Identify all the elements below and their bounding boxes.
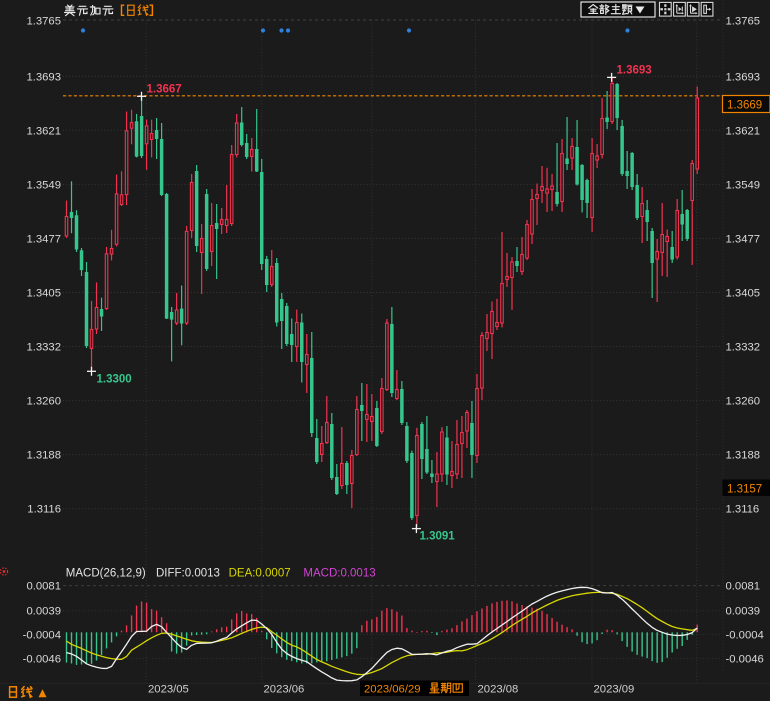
svg-text:1.3332: 1.3332 [726, 342, 761, 354]
svg-text:1.3116: 1.3116 [27, 504, 61, 516]
svg-text:2023/05: 2023/05 [148, 684, 189, 696]
svg-text:DEA:0.0007: DEA:0.0007 [229, 568, 291, 580]
svg-text:0.0081: 0.0081 [26, 581, 61, 593]
svg-text:2023/06/29: 2023/06/29 [364, 684, 421, 696]
svg-text:2023/08: 2023/08 [478, 684, 519, 696]
svg-text:1.3405: 1.3405 [26, 288, 61, 300]
svg-text:-0.0004: -0.0004 [23, 629, 61, 641]
svg-text:0.0081: 0.0081 [726, 581, 761, 593]
svg-text:2023/09: 2023/09 [594, 684, 635, 696]
svg-text:1.3667: 1.3667 [147, 84, 182, 96]
svg-text:1.3669: 1.3669 [727, 100, 762, 112]
svg-text:1.3693: 1.3693 [617, 65, 652, 77]
svg-text:1.3549: 1.3549 [726, 179, 761, 191]
svg-text:1.3300: 1.3300 [97, 374, 132, 386]
svg-text:DIFF:0.0013: DIFF:0.0013 [156, 568, 220, 580]
svg-text:1.3549: 1.3549 [26, 179, 61, 191]
svg-text:1.3765: 1.3765 [726, 16, 761, 28]
svg-text:MACD:0.0013: MACD:0.0013 [303, 568, 375, 580]
svg-text:1.3765: 1.3765 [26, 16, 61, 28]
svg-text:1.3477: 1.3477 [726, 233, 761, 245]
svg-text:1.3157: 1.3157 [727, 484, 762, 496]
svg-text:1.3405: 1.3405 [726, 288, 761, 300]
svg-text:MACD(26,12,9): MACD(26,12,9) [66, 568, 146, 580]
svg-text:1.3693: 1.3693 [726, 71, 761, 83]
svg-text:1.3188: 1.3188 [726, 450, 761, 462]
svg-text:2023/06: 2023/06 [264, 684, 305, 696]
svg-text:1.3260: 1.3260 [726, 396, 761, 408]
svg-text:0.0039: 0.0039 [26, 606, 61, 618]
svg-text:-0.0004: -0.0004 [726, 629, 764, 641]
svg-text:1.3332: 1.3332 [26, 342, 61, 354]
svg-text:1.3188: 1.3188 [26, 450, 61, 462]
svg-text:-0.0046: -0.0046 [23, 654, 61, 666]
svg-text:1.3260: 1.3260 [26, 396, 61, 408]
svg-text:1.3693: 1.3693 [26, 71, 61, 83]
svg-text:-0.0046: -0.0046 [726, 654, 764, 666]
svg-text:1.3091: 1.3091 [420, 531, 456, 543]
svg-text:1.3116: 1.3116 [726, 504, 760, 516]
svg-text:0.0039: 0.0039 [726, 606, 761, 618]
svg-text:1.3477: 1.3477 [26, 233, 61, 245]
svg-text:1.3621: 1.3621 [726, 125, 761, 137]
svg-text:1.3621: 1.3621 [26, 125, 61, 137]
